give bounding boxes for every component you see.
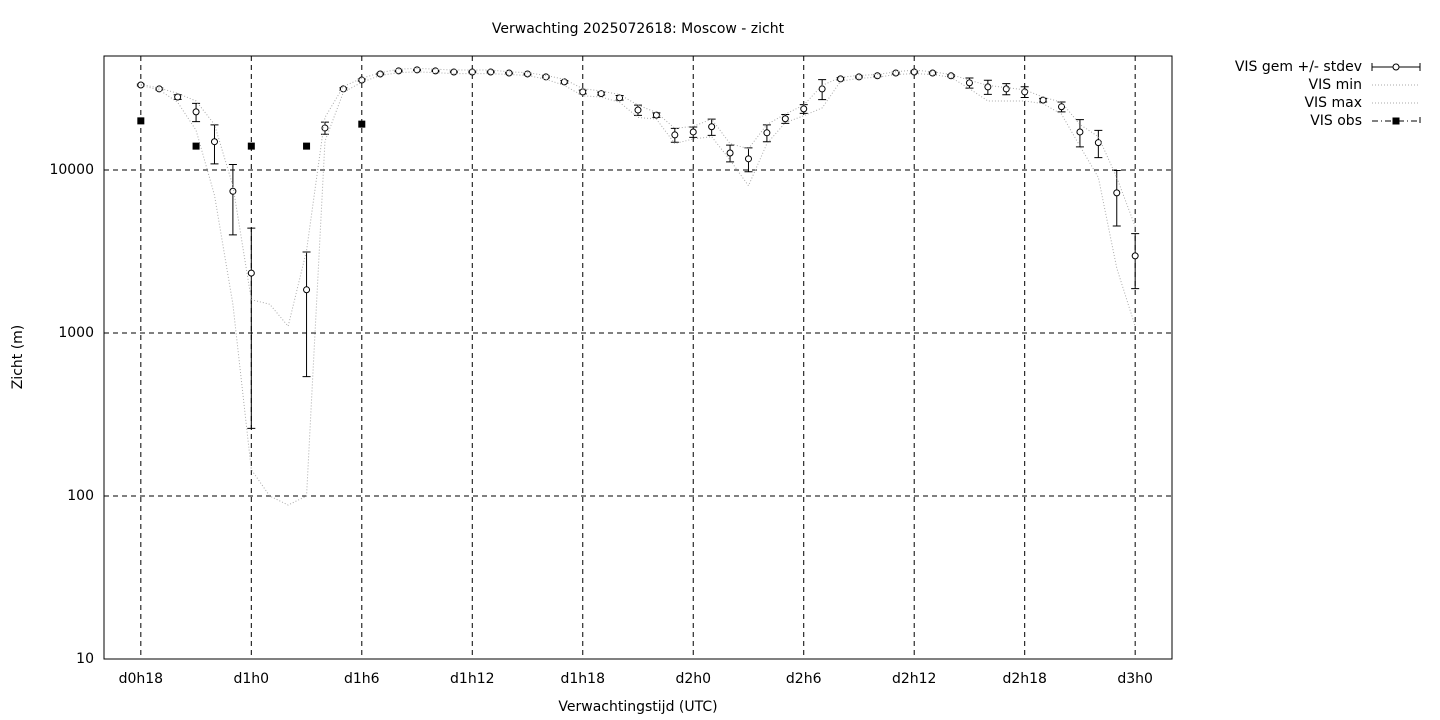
y-tick-label: 1000 bbox=[58, 325, 94, 341]
mean-point bbox=[744, 155, 752, 163]
mean-point bbox=[524, 70, 532, 78]
error-bar bbox=[1131, 233, 1140, 290]
obs-point bbox=[137, 117, 145, 125]
x-tick-label: d3h0 bbox=[1117, 671, 1153, 687]
mean-point bbox=[708, 123, 716, 131]
mean-point bbox=[800, 105, 808, 113]
x-tick-label: d1h12 bbox=[450, 671, 494, 687]
legend-label: VIS obs bbox=[1310, 113, 1362, 129]
mean-point bbox=[579, 88, 587, 96]
error-bar bbox=[228, 163, 237, 236]
mean-point bbox=[1113, 189, 1121, 197]
mean-point bbox=[542, 73, 550, 81]
mean-point bbox=[781, 115, 789, 123]
x-tick-label: d1h18 bbox=[561, 671, 605, 687]
legend-label: VIS gem +/- stdev bbox=[1235, 59, 1362, 75]
mean-point bbox=[671, 131, 679, 139]
mean-point bbox=[892, 69, 900, 77]
mean-point bbox=[431, 67, 439, 75]
mean-point bbox=[247, 269, 255, 277]
mean-point bbox=[376, 70, 384, 78]
x-tick-label: d2h0 bbox=[675, 671, 711, 687]
error-bar bbox=[247, 227, 256, 429]
x-tick-label: d1h6 bbox=[344, 671, 380, 687]
mean-point bbox=[873, 72, 881, 80]
obs-point bbox=[303, 142, 311, 150]
x-tick-label: d2h18 bbox=[1002, 671, 1046, 687]
mean-point bbox=[303, 286, 311, 294]
mean-point bbox=[689, 128, 697, 136]
y-tick-label: 10 bbox=[76, 651, 94, 667]
series-line bbox=[140, 67, 1136, 328]
mean-point bbox=[929, 69, 937, 77]
mean-point bbox=[634, 106, 642, 114]
legend-sample bbox=[1372, 117, 1421, 125]
mean-point bbox=[818, 85, 826, 93]
obs-point bbox=[247, 142, 255, 150]
error-bar bbox=[302, 251, 311, 378]
x-tick-label: d2h6 bbox=[786, 671, 822, 687]
mean-point bbox=[174, 93, 182, 101]
mean-point bbox=[763, 129, 771, 137]
mean-point bbox=[726, 149, 734, 157]
mean-point bbox=[413, 66, 421, 74]
mean-point bbox=[616, 94, 624, 102]
mean-point bbox=[192, 108, 200, 116]
plot-frame bbox=[103, 55, 1173, 660]
mean-point bbox=[965, 79, 973, 87]
legend-label: VIS max bbox=[1304, 95, 1362, 111]
x-tick-label: d0h18 bbox=[119, 671, 163, 687]
mean-point bbox=[597, 90, 605, 98]
y-tick-label: 100 bbox=[67, 488, 94, 504]
legend-label: VIS min bbox=[1309, 77, 1362, 93]
mean-point bbox=[1058, 103, 1066, 111]
x-tick-label: d2h12 bbox=[892, 671, 936, 687]
mean-point bbox=[210, 138, 218, 146]
mean-point bbox=[339, 85, 347, 93]
mean-point bbox=[652, 111, 660, 119]
chart-title: Verwachting 2025072618: Moscow - zicht bbox=[492, 21, 785, 37]
x-axis-label: Verwachtingstijd (UTC) bbox=[558, 699, 717, 715]
mean-point bbox=[137, 81, 145, 89]
y-axis-label: Zicht (m) bbox=[10, 325, 26, 390]
mean-point bbox=[855, 73, 863, 81]
x-tick-label: d1h0 bbox=[234, 671, 270, 687]
mean-point bbox=[505, 69, 513, 77]
mean-point bbox=[321, 124, 329, 132]
legend-sample bbox=[1392, 117, 1400, 125]
mean-point bbox=[1021, 88, 1029, 96]
mean-point bbox=[560, 78, 568, 86]
legend-sample bbox=[1392, 63, 1400, 71]
mean-point bbox=[1076, 128, 1084, 136]
mean-point bbox=[1131, 252, 1139, 260]
mean-point bbox=[1002, 85, 1010, 93]
mean-point bbox=[450, 68, 458, 76]
mean-point bbox=[1039, 96, 1047, 104]
mean-point bbox=[1094, 139, 1102, 147]
obs-point bbox=[192, 142, 200, 150]
mean-point bbox=[984, 83, 992, 91]
series-line bbox=[140, 71, 1136, 506]
y-tick-label: 10000 bbox=[49, 162, 94, 178]
obs-point bbox=[358, 120, 366, 128]
mean-point bbox=[229, 187, 237, 195]
